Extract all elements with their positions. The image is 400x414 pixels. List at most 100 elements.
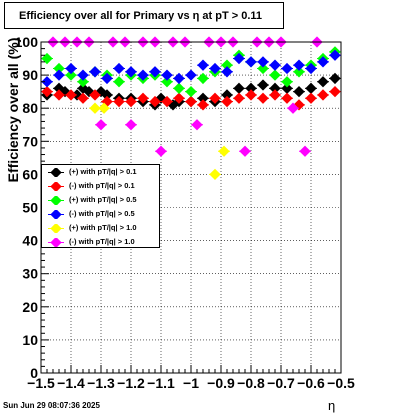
data-point	[125, 119, 137, 131]
legend-marker	[48, 238, 64, 247]
data-point	[53, 62, 65, 75]
data-point	[89, 66, 101, 78]
data-point	[329, 85, 341, 98]
timestamp: Sun Jun 29 08:07:36 2025	[3, 401, 100, 410]
y-tick-label: 100	[15, 34, 39, 50]
data-point	[185, 95, 197, 108]
data-point	[41, 52, 53, 65]
data-point	[299, 145, 311, 157]
data-point	[161, 69, 173, 81]
data-point	[293, 59, 305, 71]
data-point	[185, 69, 197, 81]
data-point	[218, 145, 230, 157]
y-tick-label: 10	[22, 332, 38, 348]
x-tick-label: −1.5	[27, 375, 55, 391]
data-point	[293, 85, 305, 98]
data-point	[317, 89, 329, 101]
data-point	[257, 56, 269, 68]
data-point	[245, 89, 257, 101]
data-point	[281, 62, 293, 75]
data-point	[155, 145, 167, 157]
legend-label: (+) with pT/|q| > 0.1	[69, 167, 137, 176]
legend-entry: (+) with pT/|q| > 1.0	[42, 222, 159, 235]
y-tick-label: 90	[22, 67, 38, 83]
data-point	[329, 72, 341, 85]
x-tick-label: −0.9	[207, 375, 235, 391]
legend-entry: (-) with pT/|q| > 1.0	[42, 236, 159, 249]
y-tick-label: 0	[30, 365, 38, 381]
data-point	[77, 69, 89, 81]
data-point	[269, 69, 281, 81]
legend-label: (-) with pT/|q| > 1.0	[69, 237, 135, 246]
data-point	[113, 76, 125, 88]
data-point	[305, 82, 317, 94]
data-point	[53, 69, 65, 81]
data-point	[113, 62, 125, 75]
legend-marker	[48, 182, 64, 191]
data-point	[239, 145, 251, 157]
data-point	[53, 89, 65, 101]
legend-label: (+) with pT/|q| > 1.0	[69, 223, 137, 232]
data-point	[305, 92, 317, 104]
data-point	[209, 168, 221, 181]
data-point	[185, 85, 197, 98]
y-tick-label: 40	[22, 233, 38, 249]
y-tick-label: 30	[22, 266, 38, 282]
x-tick-label: −1.3	[87, 375, 115, 391]
data-point	[281, 76, 293, 88]
data-point	[233, 82, 245, 94]
data-point	[173, 72, 185, 85]
data-point	[269, 59, 281, 71]
data-point	[257, 92, 269, 104]
data-point	[191, 119, 203, 131]
y-tick-label: 80	[22, 100, 38, 116]
legend-label: (+) with pT/|q| > 0.5	[69, 195, 137, 204]
x-tick-label: −0.6	[297, 375, 325, 391]
data-point	[221, 66, 233, 78]
legend-label: (-) with pT/|q| > 0.5	[69, 209, 135, 218]
y-tick-label: 60	[22, 166, 38, 182]
legend: (+) with pT/|q| > 0.1 (-) with pT/|q| > …	[41, 164, 160, 248]
x-tick-label: −0.8	[237, 375, 265, 391]
chart-title-box: Efficiency over all for Primary vs η at …	[4, 2, 284, 29]
y-axis-label: Efficiency over all (%)	[5, 37, 21, 183]
data-point	[173, 82, 185, 94]
data-point	[65, 62, 77, 75]
data-point	[197, 99, 209, 111]
data-point	[197, 59, 209, 71]
data-point	[95, 119, 107, 131]
y-tick-label: 50	[22, 200, 38, 216]
x-tick-label: −1.1	[147, 375, 175, 391]
data-point	[233, 92, 245, 104]
data-point	[269, 89, 281, 101]
data-point	[329, 49, 341, 61]
y-tick-label: 70	[22, 133, 38, 149]
legend-entry: (+) with pT/|q| > 0.5	[42, 194, 159, 207]
x-tick-label: −0.5	[327, 375, 355, 391]
data-point	[221, 95, 233, 108]
data-point	[245, 56, 257, 68]
data-point	[257, 79, 269, 91]
data-point	[41, 76, 53, 88]
legend-marker	[48, 224, 64, 233]
chart-title: Efficiency over all for Primary vs η at …	[19, 10, 263, 22]
series-layer	[41, 36, 341, 181]
legend-label: (-) with pT/|q| > 0.1	[69, 181, 135, 190]
x-tick-label: −0.7	[267, 375, 295, 391]
data-point	[197, 72, 209, 85]
legend-marker	[48, 196, 64, 205]
data-point	[281, 92, 293, 104]
legend-entry: (-) with pT/|q| > 0.1	[42, 180, 159, 193]
data-point	[233, 52, 245, 65]
y-tick-label: 20	[22, 299, 38, 315]
legend-entry: (+) with pT/|q| > 0.1	[42, 166, 159, 179]
legend-marker	[48, 168, 64, 177]
x-axis-label: η	[328, 398, 336, 413]
x-tick-label: −1	[183, 375, 199, 391]
legend-marker	[48, 210, 64, 219]
legend-entry: (-) with pT/|q| > 0.5	[42, 208, 159, 221]
x-tick-label: −1.2	[117, 375, 145, 391]
x-tick-label: −1.4	[57, 375, 85, 391]
data-point	[317, 76, 329, 88]
